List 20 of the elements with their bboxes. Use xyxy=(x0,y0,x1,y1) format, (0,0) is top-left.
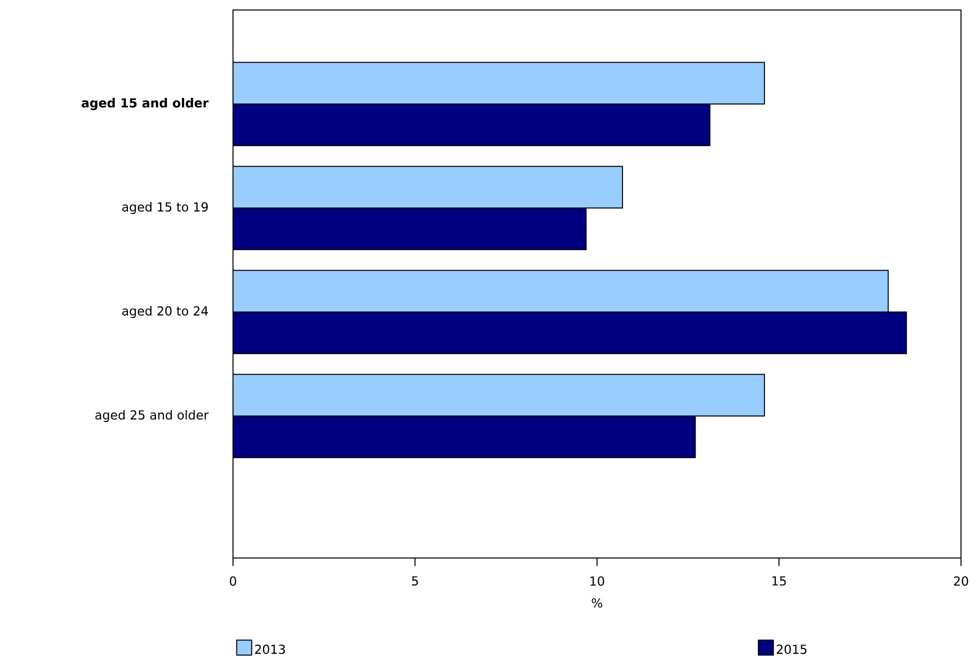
legend-label: 2015 xyxy=(776,644,806,654)
bar xyxy=(233,104,710,146)
y-tick-label: aged 25 and older xyxy=(95,410,209,422)
y-tick-label: aged 15 to 19 xyxy=(122,202,208,214)
x-axis-title: % xyxy=(592,598,602,608)
bar xyxy=(233,416,696,458)
x-tick-label: 15 xyxy=(772,576,786,586)
bar xyxy=(233,374,765,417)
y-tick-label: aged 15 and older xyxy=(82,98,209,110)
x-tick-label: 20 xyxy=(954,576,968,586)
bar xyxy=(233,166,623,209)
bar xyxy=(233,270,889,313)
bar xyxy=(233,312,907,354)
y-tick-label: aged 20 to 24 xyxy=(122,306,208,318)
x-tick-label: 10 xyxy=(590,576,604,586)
bar xyxy=(233,62,765,105)
x-tick-label: 5 xyxy=(412,576,418,586)
bar xyxy=(233,208,587,250)
x-tick-label: 0 xyxy=(230,576,236,586)
legend-label: 2013 xyxy=(255,644,285,654)
